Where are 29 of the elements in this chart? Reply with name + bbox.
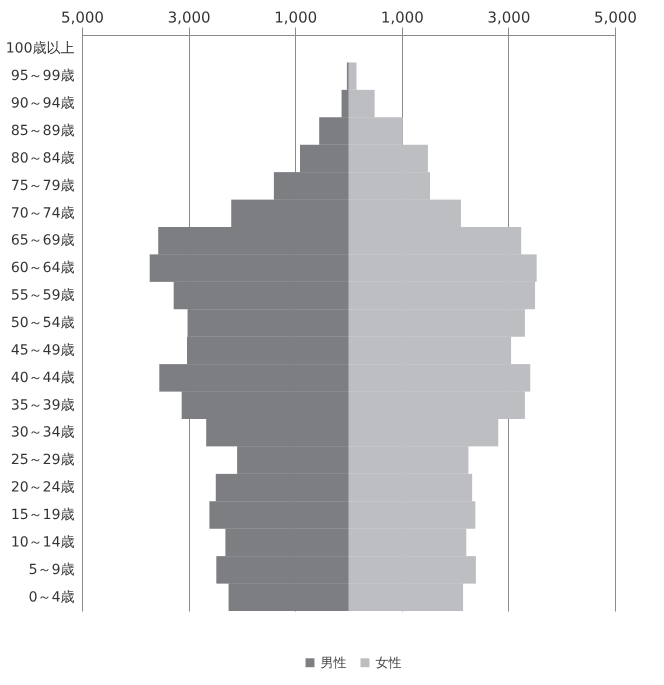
y-tick-label: 5～9歳 (28, 562, 74, 578)
y-tick-label: 100歳以上 (6, 40, 74, 57)
y-tick-label: 15～19歳 (10, 507, 74, 523)
y-tick-label: 50～54歳 (10, 315, 74, 331)
y-tick-label: 60～64歳 (10, 260, 74, 276)
y-tick-label: 90～94歳 (10, 96, 74, 112)
y-tick-label: 65～69歳 (10, 232, 74, 249)
x-tick-label: 1,000 (274, 8, 318, 26)
y-tick-label: 25～29歳 (10, 452, 74, 468)
x-tick-label: 1,000 (380, 8, 424, 26)
x-tick-label: 5,000 (61, 8, 104, 26)
y-tick-label: 85～89歳 (10, 123, 74, 139)
x-tick-label: 5,000 (594, 8, 637, 26)
x-tick-label: 3,000 (168, 8, 211, 26)
y-tick-label: 20～24歳 (10, 480, 74, 496)
y-tick-label: 10～14歳 (10, 534, 74, 550)
legend-label: 男性 (320, 656, 346, 671)
y-tick-label: 45～49歳 (10, 342, 74, 358)
y-tick-label: 30～34歳 (10, 424, 74, 441)
y-tick-label: 55～59歳 (10, 288, 74, 304)
y-tick-label: 40～44歳 (10, 370, 74, 386)
y-tick-label: 0～4歳 (28, 589, 74, 606)
y-tick-label: 95～99歳 (10, 68, 74, 84)
x-tick-label: 3,000 (487, 8, 530, 26)
y-tick-label: 70～74歳 (10, 205, 74, 222)
y-tick-label: 80～84歳 (10, 150, 74, 166)
legend-label: 女性 (376, 656, 402, 671)
y-tick-label: 35～39歳 (10, 397, 74, 414)
y-tick-label: 75～79歳 (10, 178, 74, 194)
